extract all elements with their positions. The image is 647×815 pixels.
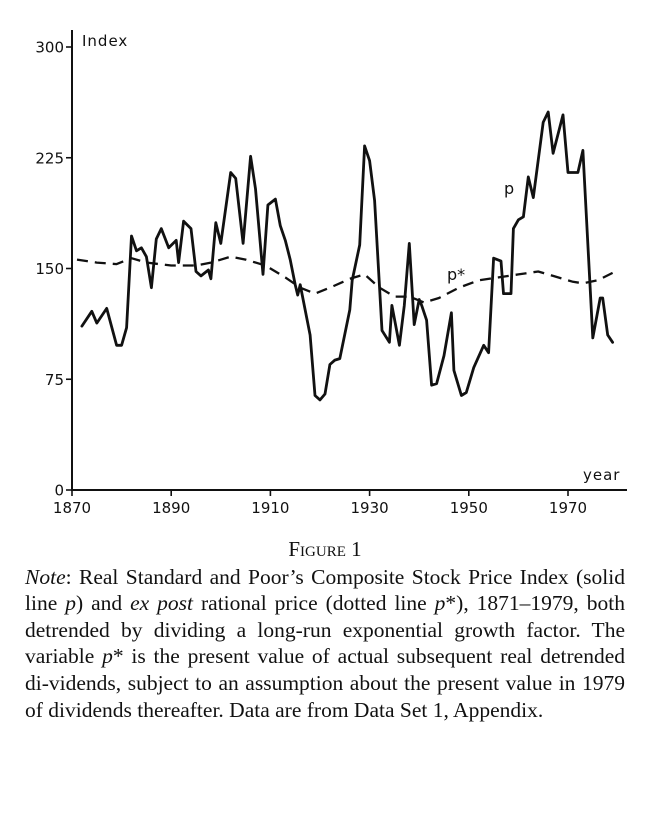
note-label: Note bbox=[25, 564, 66, 589]
note-italic-text: ex post bbox=[130, 591, 194, 616]
x-tick-label: 1930 bbox=[351, 499, 389, 517]
axes bbox=[71, 30, 627, 491]
note-text: *), 1871–1979, both detrended by dividin… bbox=[25, 591, 625, 669]
series-line-p-star bbox=[76, 255, 614, 304]
y-tick-label: 75 bbox=[45, 371, 64, 389]
note-text: ) and bbox=[75, 591, 131, 616]
figure-note: Note: Real Standard and Poor’s Composite… bbox=[25, 564, 625, 724]
series-line-p bbox=[80, 110, 614, 402]
figure-title: Figure 1 bbox=[288, 537, 362, 561]
note-italic-text: p bbox=[102, 644, 113, 669]
x-tick-label: 1870 bbox=[53, 499, 91, 517]
x-tick-label: 1910 bbox=[251, 499, 289, 517]
note-italic-text: p bbox=[434, 591, 446, 616]
x-tick-label: 1950 bbox=[450, 499, 488, 517]
y-tick-label: 0 bbox=[54, 482, 64, 500]
series-label-p-star: p* bbox=[447, 265, 465, 284]
note-italic-text: p bbox=[65, 591, 76, 616]
y-tick-label: 225 bbox=[35, 149, 64, 167]
series-label-p: p bbox=[504, 179, 514, 198]
figure-caption: Figure 1 Note: Real Standard and Poor’s … bbox=[25, 536, 625, 723]
x-tick-label: 1890 bbox=[152, 499, 190, 517]
y-tick-label: 150 bbox=[35, 260, 64, 278]
x-tick-label: 1970 bbox=[549, 499, 587, 517]
series-group bbox=[76, 110, 614, 402]
stock-price-chart: 0 75 150 225 300 1870 1890 1910 1930 1950 1970 Ind… bbox=[35, 30, 627, 518]
x-axis-label: year bbox=[583, 466, 620, 484]
note-body: : Real Standard and Poor’s Composite Sto… bbox=[25, 565, 625, 722]
y-axis-label: Index bbox=[82, 32, 128, 50]
note-text: rational price (dotted line bbox=[193, 591, 435, 616]
note-text: : Real Standard and Poor’s Composite Sto… bbox=[25, 564, 625, 616]
note-text: * is the present value of actual subsequ… bbox=[25, 644, 625, 722]
ticks: 0 75 150 225 300 1870 1890 1910 1930 1950 1970 bbox=[35, 39, 587, 518]
y-tick-label: 300 bbox=[35, 39, 64, 57]
